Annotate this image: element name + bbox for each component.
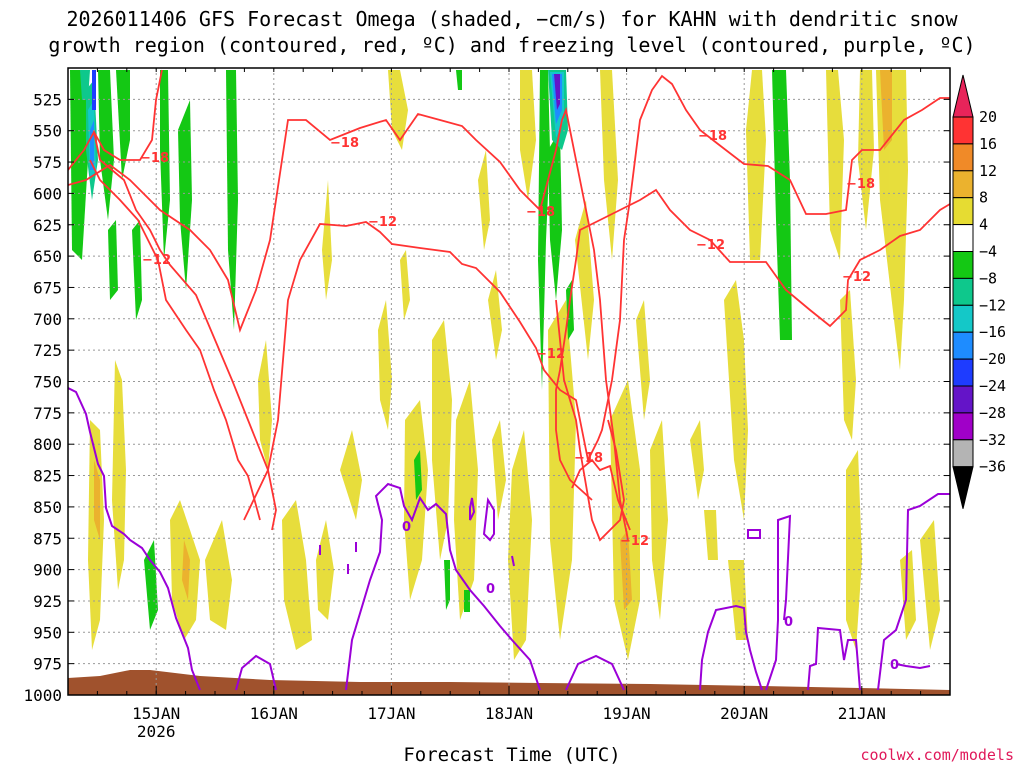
y-tick-label: 600 <box>33 184 62 203</box>
y-tick-label: 900 <box>33 561 62 580</box>
contour-label: −18 <box>330 136 359 151</box>
x-tick-sublabel: 2026 <box>137 722 176 741</box>
colorbar-bin <box>952 439 974 468</box>
contour-label: 0 <box>486 582 495 597</box>
x-tick-label: 21JAN <box>838 704 886 723</box>
colorbar-label: 20 <box>979 108 997 126</box>
x-tick-label: 18JAN <box>485 704 533 723</box>
colorbar-label: 8 <box>979 189 988 207</box>
y-tick-label: 1000 <box>23 686 62 705</box>
x-tick-label: 19JAN <box>603 704 651 723</box>
y-tick-label: 525 <box>33 90 62 109</box>
contour-label: −18 <box>846 177 875 192</box>
colorbar-bin <box>952 304 974 333</box>
colorbar-arrow-top <box>952 74 974 118</box>
contour-label: −18 <box>140 151 169 166</box>
colorbar-label: −28 <box>979 404 1006 422</box>
dendritic-growth-contours <box>68 69 950 542</box>
contour-label: 0 <box>402 520 411 535</box>
credit-link[interactable]: coolwx.com/models <box>860 746 1014 764</box>
colorbar-bin <box>952 116 974 145</box>
y-tick-label: 675 <box>33 278 62 297</box>
y-tick-label: 550 <box>33 122 62 141</box>
colorbar-label: 16 <box>979 135 997 153</box>
y-tick-label: 975 <box>33 655 62 674</box>
colorbar-bin <box>952 358 974 387</box>
y-tick-label: 850 <box>33 498 62 517</box>
contour-label: −18 <box>526 205 555 220</box>
y-axis: 525 550 575 600 625 650 675 700 725 750 775 800 825 8… <box>23 90 950 705</box>
y-tick-label: 825 <box>33 467 62 486</box>
title-line-2: growth region (contoured, red, ºC) and f… <box>48 33 976 57</box>
colorbar: 20 16 12 8 4 −4 −8 −12 −16 −20 −24 −28 −32 −36 <box>952 74 1006 509</box>
colorbar-label: −12 <box>979 296 1006 314</box>
x-tick-label: 17JAN <box>367 704 415 723</box>
y-tick-label: 725 <box>33 341 62 360</box>
colorbar-label: −20 <box>979 350 1006 368</box>
colorbar-label: −32 <box>979 431 1006 449</box>
colorbar-label: −8 <box>979 269 997 287</box>
x-tick-label: 15JAN <box>132 704 180 723</box>
colorbar-label: −36 <box>979 458 1006 476</box>
colorbar-bin <box>952 331 974 360</box>
chart-title: 2026011406 GFS Forecast Omega (shaded, −… <box>0 6 1024 58</box>
colorbar-bin <box>952 224 974 253</box>
colorbar-label: 12 <box>979 162 997 180</box>
grid <box>68 68 950 695</box>
y-tick-label: 700 <box>33 310 62 329</box>
y-tick-label: 925 <box>33 592 62 611</box>
colorbar-bin <box>952 143 974 172</box>
colorbar-bin <box>952 412 974 441</box>
contour-label: −12 <box>536 347 565 362</box>
y-tick-label: 625 <box>33 216 62 235</box>
contour-label: −18 <box>698 129 727 144</box>
colorbar-label: −16 <box>979 323 1006 341</box>
x-tick-label: 16JAN <box>250 704 298 723</box>
contour-labels: −18 −18 −18 −18 −18 −18 −12 −12 −12 −12 … <box>140 129 899 673</box>
freezing-level-contours <box>68 387 950 691</box>
contour-label: −18 <box>574 451 603 466</box>
colorbar-bin <box>952 170 974 199</box>
contour-label: 0 <box>890 658 899 673</box>
colorbar-arrow-bottom <box>952 466 974 509</box>
y-tick-label: 575 <box>33 153 62 172</box>
contour-label: −12 <box>368 215 397 230</box>
x-tick-label: 20JAN <box>720 704 768 723</box>
colorbar-bin <box>952 197 974 226</box>
y-tick-label: 750 <box>33 373 62 392</box>
colorbar-label: −4 <box>979 243 997 261</box>
colorbar-bin <box>952 277 974 306</box>
y-tick-label: 800 <box>33 435 62 454</box>
contour-label: −12 <box>620 534 649 549</box>
y-tick-label: 875 <box>33 529 62 548</box>
y-tick-label: 650 <box>33 247 62 266</box>
contour-label: −12 <box>142 253 171 268</box>
contour-label: −12 <box>842 270 871 285</box>
terrain <box>68 670 950 695</box>
contour-label: −12 <box>696 238 725 253</box>
title-line-1: 2026011406 GFS Forecast Omega (shaded, −… <box>66 7 958 31</box>
contour-label: 0 <box>784 615 793 630</box>
x-axis-title: Forecast Time (UTC) <box>403 744 621 766</box>
colorbar-bin <box>952 385 974 414</box>
y-tick-label: 775 <box>33 404 62 423</box>
colorbar-bin <box>952 251 974 279</box>
colorbar-label: 4 <box>979 216 988 234</box>
colorbar-label: −24 <box>979 377 1006 395</box>
y-tick-label: 950 <box>33 623 62 642</box>
